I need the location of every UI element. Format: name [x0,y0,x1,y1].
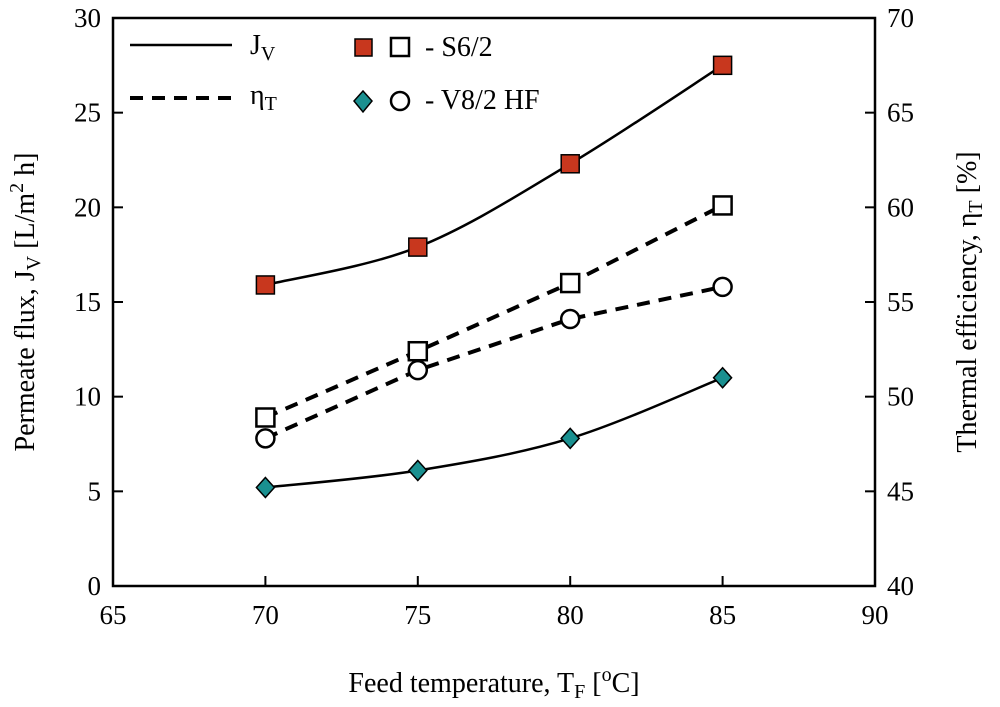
legend-s62-filled-square-icon [354,38,373,57]
left-y-tick-label: 25 [74,98,101,128]
right-y-tick-label: 40 [887,571,914,601]
left-y-tick-label: 0 [88,571,102,601]
marker-v82hf-flux [712,366,733,389]
left-y-tick-label: 30 [74,3,101,33]
legend-v82hf-open-circle-icon [389,90,411,112]
x-tick-label: 80 [557,600,584,630]
legend-v82hf-label: - V8/2 HF [425,85,540,116]
marker-s62-flux [712,55,733,76]
right-y-axis-title-sub: T [965,200,987,212]
legend-s62-open-square-icon [389,36,411,58]
right-y-tick-label: 65 [887,98,914,128]
left-y-tick-label: 15 [74,287,101,317]
legend-jv-label: JV [250,30,276,65]
left-y-tick-label: 5 [88,476,102,506]
legend-v82hf-filled-diamond-icon [353,89,373,114]
left-y-tick-label: 20 [74,192,101,222]
x-tick-label: 75 [404,600,431,630]
right-y-axis-title: Thermal efficiency, ηT [%] [952,151,987,452]
left-y-axis-title-main: Permeate flux, J [10,270,41,451]
marker-s62-efficiency [407,340,429,362]
left-y-axis-title-sub: V [23,255,45,270]
series-line-v82hf-efficiency [264,284,724,441]
x-axis-ticks: 65 70 75 80 85 90 [100,576,889,630]
x-tick-label: 70 [252,600,279,630]
legend: JV ηT - S6/2 - V8/2 HF [130,30,540,116]
marker-v82hf-flux [255,476,276,499]
left-y-axis-ticks: 0 5 10 15 20 25 30 [74,3,123,601]
series-line-v82hf-flux [265,376,724,489]
x-tick-label: 85 [709,600,736,630]
x-tick-label: 90 [862,600,889,630]
marker-s62-flux [560,154,580,174]
right-y-tick-label: 60 [887,192,914,222]
left-y-axis-title-sup: 2 [6,183,28,193]
legend-etat-label: ηT [250,80,277,115]
x-tick-label: 65 [100,600,127,630]
x-axis-title: Feed temperature, TF [oC] [348,664,639,703]
right-y-tick-label: 70 [887,3,914,33]
right-y-axis-title-unit: [%] [952,151,983,200]
right-y-tick-label: 50 [887,382,914,412]
right-y-tick-label: 55 [887,287,914,317]
marker-v82hf-efficiency [712,276,733,298]
x-axis-title-sub: F [574,681,585,703]
x-axis-title-tail: [ [585,668,601,699]
marker-s62-flux [255,275,276,295]
marker-s62-efficiency [559,272,581,294]
x-axis-title-main: Feed temperature, T [348,668,574,699]
x-axis-title-sup: o [602,664,612,686]
marker-v82hf-efficiency [407,359,429,381]
series-line-s62-flux [265,64,724,287]
left-y-axis-title: Permeate flux, JV [L/m2 h] [6,153,45,452]
legend-s62-label: - S6/2 [425,32,493,63]
left-y-tick-label: 10 [74,382,101,412]
legend-etat-sub: T [265,93,277,115]
right-y-tick-label: 45 [887,476,914,506]
series-line-s62-efficiency [264,203,724,420]
right-y-axis-title-main: Thermal efficiency, η [952,213,983,453]
left-y-axis-title-tail: [L/m [10,193,41,256]
left-y-axis-title-unit: h] [10,153,41,183]
legend-etat-main: η [250,80,265,111]
right-y-axis-ticks: 40 45 50 55 60 65 70 [865,3,914,601]
marker-v82hf-efficiency [559,308,581,330]
marker-v82hf-efficiency [255,428,276,449]
x-axis-title-unit: C] [612,668,640,699]
marker-v82hf-flux [560,427,581,450]
legend-jv-main: J [250,30,261,61]
series-markers [255,55,733,499]
legend-jv-sub: V [261,43,276,65]
marker-s62-efficiency [255,407,276,428]
marker-s62-efficiency [712,195,733,216]
marker-s62-flux [408,237,428,257]
marker-v82hf-flux [407,459,428,482]
series-lines [264,64,724,489]
